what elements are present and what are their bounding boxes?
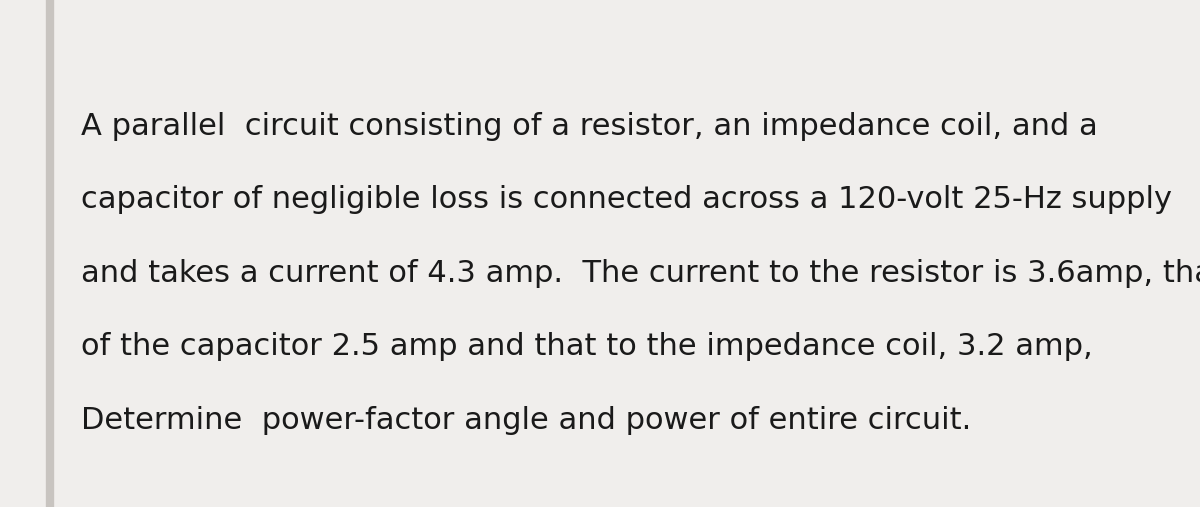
Text: Determine  power-factor angle and power of entire circuit.: Determine power-factor angle and power o… — [82, 406, 972, 434]
Text: capacitor of negligible loss is connected across a 120-volt 25-Hz supply: capacitor of negligible loss is connecte… — [82, 185, 1172, 214]
Text: of the capacitor 2.5 amp and that to the impedance coil, 3.2 amp,: of the capacitor 2.5 amp and that to the… — [82, 332, 1093, 361]
Text: A parallel  circuit consisting of a resistor, an impedance coil, and a: A parallel circuit consisting of a resis… — [82, 112, 1098, 140]
Text: and takes a current of 4.3 amp.  The current to the resistor is 3.6amp, that: and takes a current of 4.3 amp. The curr… — [82, 259, 1200, 287]
